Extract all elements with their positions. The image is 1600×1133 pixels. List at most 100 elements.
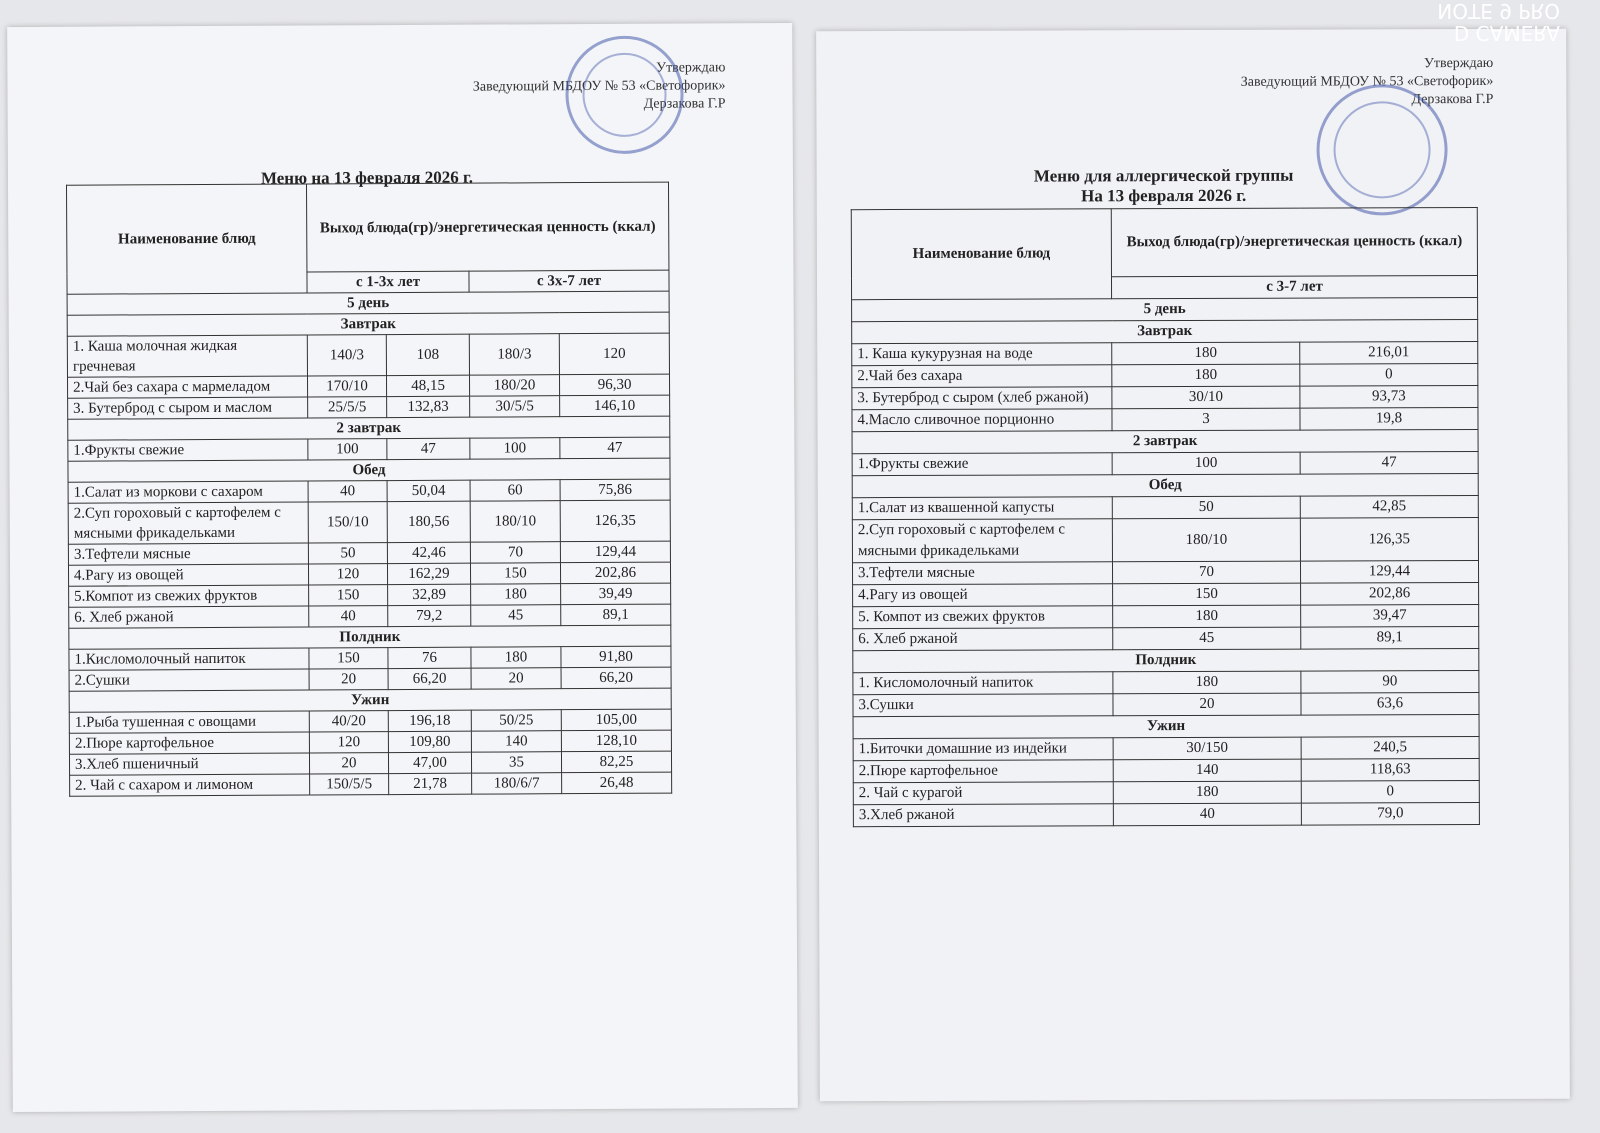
dish-value: 0	[1299, 363, 1478, 387]
dish-name: 3.Тефтели мясные	[852, 561, 1113, 585]
dish-name: 2. Чай с сахаром и лимоном	[69, 773, 310, 797]
dish-name: 1. Каша кукурузная на воде	[851, 342, 1112, 366]
dish-name: 1.Биточки домашние из индейки	[853, 737, 1114, 761]
dish-name: 5.Компот из свежих фруктов	[68, 584, 309, 608]
right-sheet: Утверждаю Заведующий МБДОУ № 53 «Светофо…	[816, 28, 1570, 1102]
dish-name: 4.Масло сливочное порционно	[851, 408, 1113, 432]
dish-value: 100	[307, 438, 387, 460]
dish-name: 2.Суп гороховый с картофелем с мясными ф…	[852, 518, 1113, 563]
dish-value: 150/10	[308, 501, 388, 543]
dish-value: 35	[471, 751, 562, 774]
dish-value: 126,35	[1300, 517, 1479, 562]
dish-value: 40	[1113, 803, 1302, 826]
dish-value: 60	[470, 479, 561, 502]
left-sheet: Утверждаю Заведующий МБДОУ № 53 «Светофо…	[7, 22, 798, 1113]
dish-name: 3. Бутерброд с сыром (хлеб ржаной)	[851, 386, 1112, 410]
dish-row: 1. Каша молочная жидкая гречневая 140/3 10…	[67, 333, 670, 378]
header-row: Наименование блюд Выход блюда(гр)/энергет…	[851, 207, 1478, 300]
dish-row: 6. Хлеб ржаной 45 89,1	[852, 626, 1479, 651]
header-cell: Выход блюда(гр)/энергетическая ценность …	[306, 182, 669, 272]
dish-row: 1.Биточки домашние из индейки 30/150 240,5	[853, 736, 1480, 761]
dish-value: 96,30	[559, 374, 670, 396]
dish-value: 70	[470, 541, 561, 564]
dish-value: 82,25	[561, 751, 672, 773]
dish-name: 2.Суп гороховый с картофелем с мясными ф…	[68, 501, 309, 545]
dish-value: 42,85	[1300, 495, 1479, 519]
dish-value: 70	[1112, 561, 1301, 584]
dish-value: 0	[1301, 780, 1480, 804]
dish-value: 89,1	[560, 604, 671, 626]
age-cell: с 1-3х лет	[306, 271, 470, 293]
dish-value: 3	[1111, 408, 1301, 431]
dish-value: 100	[469, 437, 560, 460]
dish-name: 3.Сушки	[852, 693, 1114, 717]
dish-row: 2. Чай с курагой 180 0	[853, 780, 1480, 805]
dish-name: 2.Пюре картофельное	[853, 759, 1114, 783]
title-line: Меню для аллергической группы	[1033, 165, 1294, 186]
dish-name: 1.Салат из моркови с сахаром	[68, 480, 309, 504]
dish-value: 180,56	[387, 501, 471, 543]
watermark-line: NOTE 9 PRO	[1437, 0, 1560, 23]
dish-name: 6. Хлеб ржаной	[852, 627, 1113, 651]
dish-value: 180/10	[1112, 518, 1301, 562]
dish-value: 50	[1112, 496, 1301, 519]
dish-value: 50,04	[387, 480, 471, 502]
dish-value: 90	[1300, 670, 1479, 694]
dish-value: 120	[308, 563, 388, 585]
dish-value: 26,48	[561, 772, 672, 794]
watermark: D CAMERA NOTE 9 PRO	[1437, 0, 1560, 45]
dish-value: 180	[1112, 671, 1301, 694]
dish-value: 150	[1112, 583, 1301, 606]
dish-row: 4.Рагу из овощей 150 202,86	[852, 582, 1479, 607]
header-cell: Наименование блюд	[66, 183, 308, 295]
day-row: 5 день	[851, 297, 1478, 322]
dish-value: 30/10	[1111, 386, 1300, 409]
dish-name: 4.Рагу из овощей	[852, 583, 1113, 607]
dish-value: 216,01	[1299, 341, 1478, 365]
dish-value: 45	[1112, 627, 1301, 650]
dish-value: 180	[1111, 342, 1300, 365]
dish-value: 19,8	[1299, 407, 1479, 431]
dish-value: 89,1	[1300, 626, 1479, 650]
dish-value: 66,20	[561, 667, 672, 689]
section-row: 2 завтрак	[852, 429, 1479, 454]
title-line: На 13 февраля 2026 г.	[1081, 185, 1247, 206]
section-row: Ужин	[853, 714, 1480, 739]
dish-row: 2.Пюре картофельное 140 118,63	[853, 758, 1480, 783]
dish-name: 1.Салат из квашенной капусты	[852, 496, 1113, 520]
stamp	[565, 35, 684, 155]
dish-value: 91,80	[560, 646, 672, 668]
dish-value: 128,10	[561, 730, 672, 752]
dish-value: 30/150	[1113, 737, 1302, 760]
dish-value: 47,00	[388, 752, 472, 774]
dish-value: 120	[559, 333, 670, 375]
dish-value: 47	[559, 437, 670, 459]
dish-value: 129,44	[560, 541, 671, 563]
dish-name: 1. Кисломолочный напиток	[852, 671, 1113, 695]
dish-value: 75,86	[560, 479, 671, 501]
dish-value: 100	[1112, 452, 1301, 475]
age-cell: с 3х-7 лет	[468, 270, 670, 293]
section-row: Завтрак	[851, 319, 1478, 344]
section-cell: Обед	[852, 473, 1479, 498]
dish-row: 2.Суп гороховый с картофелем с мясными ф…	[68, 500, 671, 545]
dish-value: 180	[470, 646, 562, 669]
dish-row: 2.Суп гороховый с картофелем с мясными ф…	[852, 517, 1479, 563]
dish-value: 21,78	[388, 773, 472, 795]
dish-name: 6. Хлеб ржаной	[68, 605, 309, 629]
dish-value: 126,35	[560, 500, 671, 542]
dish-value: 47	[386, 438, 470, 460]
dish-value: 240,5	[1301, 736, 1480, 760]
dish-row: 3.Сушки 20 63,6	[852, 692, 1480, 717]
dish-value: 93,73	[1299, 385, 1478, 409]
dish-row: 1.Фрукты свежие 100 47	[852, 451, 1479, 476]
dish-name: 4.Рагу из овощей	[68, 563, 309, 587]
dish-value: 40/20	[309, 710, 389, 732]
dish-value: 47	[1300, 451, 1479, 475]
dish-row: 4.Масло сливочное порционно 3 19,8	[851, 407, 1479, 432]
dish-value: 180	[1113, 781, 1302, 804]
dish-name: 1.Рыба тушенная с овощами	[69, 710, 310, 734]
dish-value: 150/5/5	[309, 773, 389, 795]
dish-value: 108	[386, 334, 470, 376]
